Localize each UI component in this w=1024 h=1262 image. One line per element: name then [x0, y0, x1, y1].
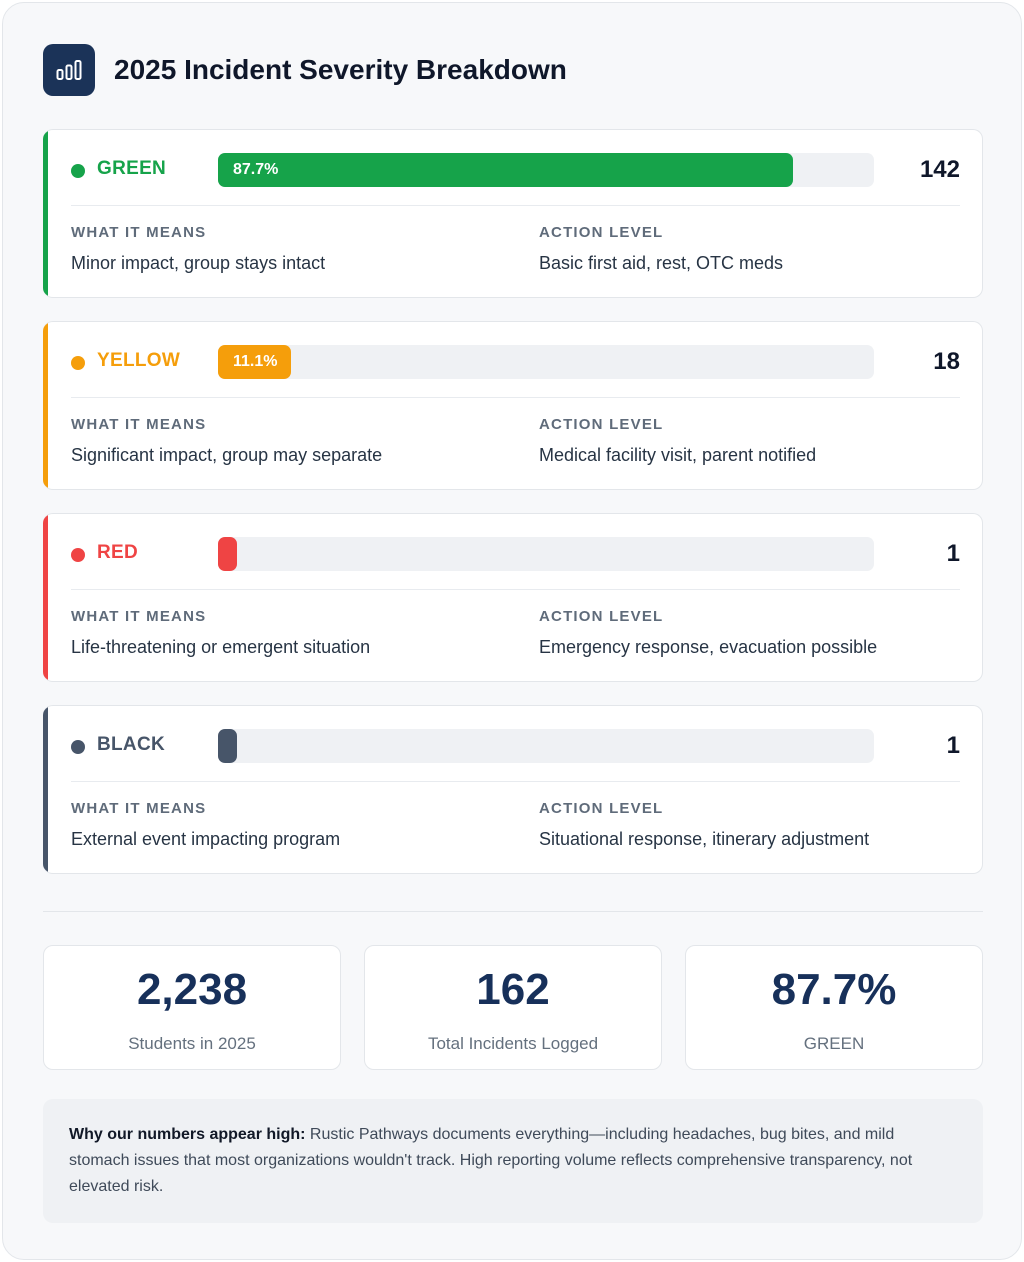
action-level-text: Emergency response, evacuation possible	[539, 637, 878, 657]
severity-bar-track	[218, 729, 874, 763]
severity-stripe	[43, 706, 48, 873]
severity-stripe	[43, 130, 48, 297]
stat-value: 162	[476, 965, 550, 1014]
note-lead: Why our numbers appear high:	[69, 1126, 306, 1143]
severity-bar-black	[218, 729, 237, 763]
severity-dot	[71, 164, 85, 178]
what-it-means: WHAT IT MEANS External event impacting p…	[71, 800, 340, 850]
severity-card-yellow: YELLOW 11.1% 18 WHAT IT MEANS Significan…	[43, 321, 983, 490]
severity-dot	[71, 740, 85, 754]
severity-dot	[71, 548, 85, 562]
action-level: ACTION LEVEL Situational response, itine…	[539, 800, 869, 850]
divider	[71, 397, 960, 398]
what-it-means-heading: WHAT IT MEANS	[71, 800, 207, 817]
severity-card-green: GREEN 87.7% 142 WHAT IT MEANS Minor impa…	[43, 129, 983, 298]
what-it-means: WHAT IT MEANS Life-threatening or emerge…	[71, 608, 370, 658]
severity-count: 1	[946, 540, 960, 567]
what-it-means-text: Life-threatening or emergent situation	[71, 637, 371, 657]
action-level-heading: ACTION LEVEL	[539, 224, 664, 241]
stat-total-incidents: 162 Total Incidents Logged	[364, 945, 662, 1070]
severity-count: 1	[946, 732, 960, 759]
action-level-text: Situational response, itinerary adjustme…	[539, 829, 870, 849]
what-it-means-text: External event impacting program	[71, 829, 341, 849]
severity-dot	[71, 356, 85, 370]
stat-value: 2,238	[136, 965, 248, 1014]
severity-bar-track: 11.1%	[218, 345, 874, 379]
action-level-text: Medical facility visit, parent notified	[539, 445, 817, 465]
severity-bar-yellow: 11.1%	[218, 345, 291, 379]
divider	[71, 781, 960, 782]
severity-stripe	[43, 322, 48, 489]
severity-card-black: BLACK 1 WHAT IT MEANS External event imp…	[43, 705, 983, 874]
what-it-means-heading: WHAT IT MEANS	[71, 608, 207, 625]
what-it-means: WHAT IT MEANS Significant impact, group …	[71, 416, 382, 466]
what-it-means-text: Significant impact, group may separate	[71, 445, 383, 465]
severity-count: 142	[919, 156, 960, 183]
page-title: 2025 Incident Severity Breakdown	[114, 54, 567, 85]
severity-name: RED	[97, 542, 139, 563]
what-it-means-text: Minor impact, group stays intact	[71, 253, 326, 273]
action-level-heading: ACTION LEVEL	[539, 608, 664, 625]
header: 2025 Incident Severity Breakdown	[43, 43, 567, 97]
reporting-note: Why our numbers appear high: Rustic Path…	[43, 1099, 983, 1223]
severity-bar-red	[218, 537, 237, 571]
severity-bar-track: 87.7%	[218, 153, 874, 187]
what-it-means-heading: WHAT IT MEANS	[71, 224, 207, 241]
what-it-means: WHAT IT MEANS Minor impact, group stays …	[71, 224, 325, 274]
divider	[71, 589, 960, 590]
severity-card-red: RED 1 WHAT IT MEANS Life-threatening or …	[43, 513, 983, 682]
note-body: Rustic Pathways documents everything—inc…	[69, 1126, 913, 1195]
severity-percent-label: 11.1%	[233, 353, 278, 370]
stat-label: Total Incidents Logged	[427, 1034, 599, 1053]
stat-label: GREEN	[803, 1034, 865, 1053]
action-level-heading: ACTION LEVEL	[539, 416, 664, 433]
severity-name: YELLOW	[97, 350, 181, 371]
stat-green-share: 87.7% GREEN	[685, 945, 983, 1070]
section-divider	[43, 911, 983, 912]
severity-stripe	[43, 514, 48, 681]
severity-name: GREEN	[97, 158, 167, 179]
divider	[71, 205, 960, 206]
severity-percent-label: 87.7%	[233, 161, 279, 178]
action-level-heading: ACTION LEVEL	[539, 800, 664, 817]
action-level-text: Basic first aid, rest, OTC meds	[539, 253, 784, 273]
severity-name: BLACK	[97, 734, 165, 755]
stat-value: 87.7%	[771, 965, 897, 1014]
stat-label: Students in 2025	[128, 1034, 256, 1053]
action-level: ACTION LEVEL Basic first aid, rest, OTC …	[539, 224, 783, 274]
bar-chart-icon	[43, 44, 95, 96]
severity-count: 18	[933, 348, 960, 375]
stat-students: 2,238 Students in 2025	[43, 945, 341, 1070]
severity-bar-track	[218, 537, 874, 571]
action-level: ACTION LEVEL Medical facility visit, par…	[539, 416, 816, 466]
action-level: ACTION LEVEL Emergency response, evacuat…	[539, 608, 877, 658]
what-it-means-heading: WHAT IT MEANS	[71, 416, 207, 433]
severity-bar-green: 87.7%	[218, 153, 794, 187]
